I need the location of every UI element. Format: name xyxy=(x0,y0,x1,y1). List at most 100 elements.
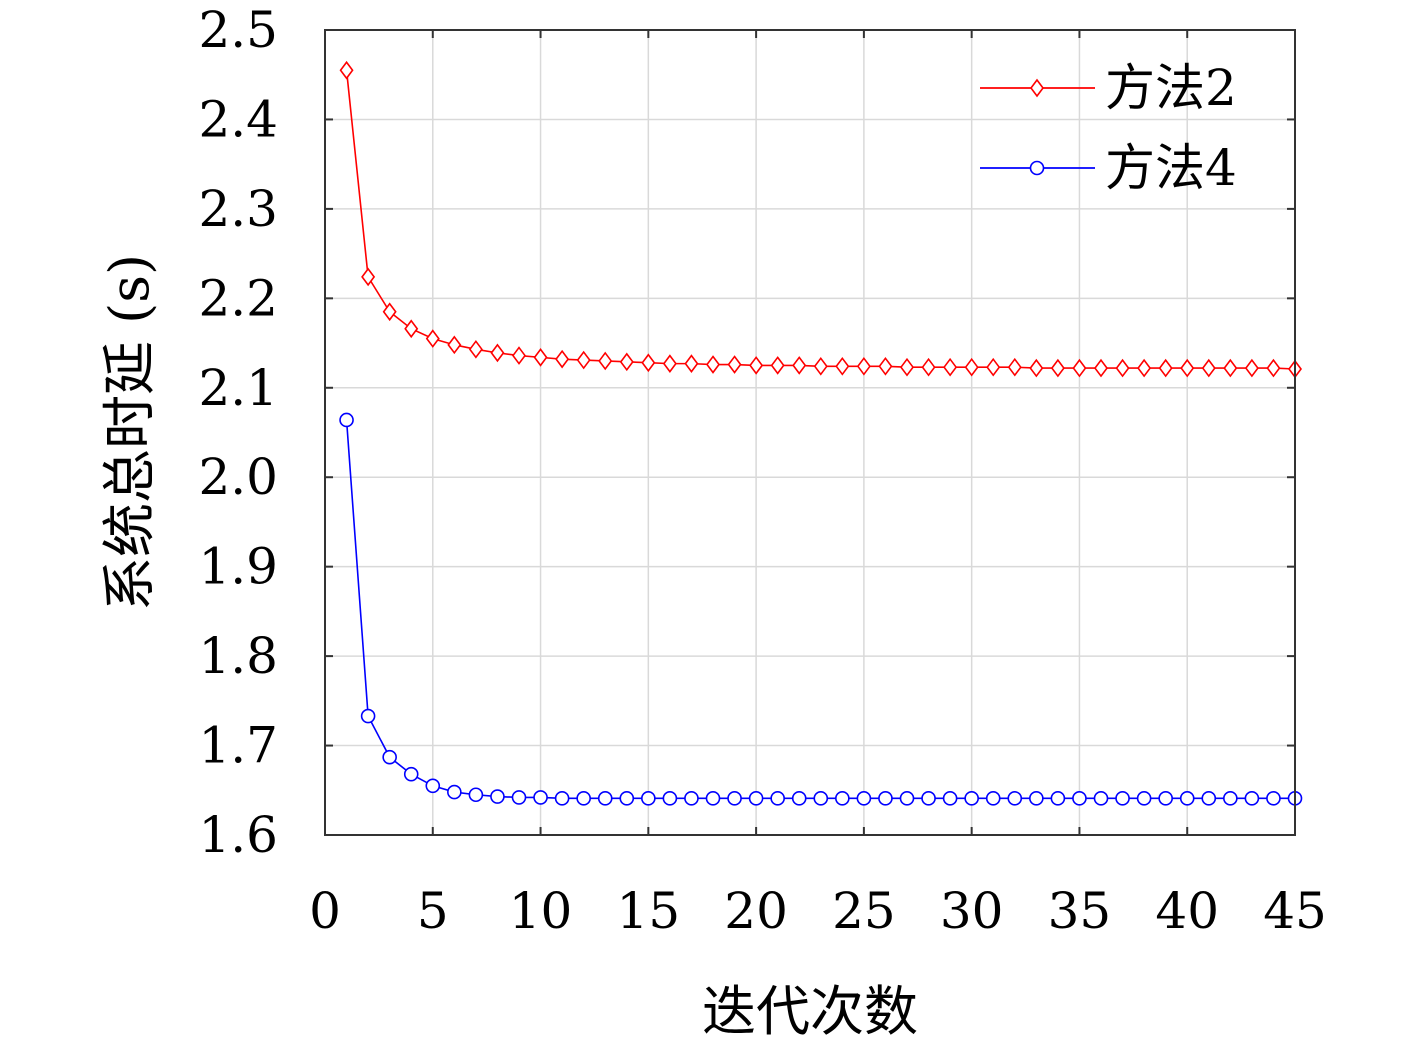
data-point-circle xyxy=(662,791,678,806)
data-point-circle xyxy=(1136,791,1152,806)
data-point-circle xyxy=(856,791,872,806)
y-tick-label: 1.6 xyxy=(198,806,278,864)
data-point-diamond xyxy=(382,302,397,322)
x-axis-title: 迭代次数 xyxy=(702,980,918,1043)
data-point-circle xyxy=(1158,791,1173,806)
x-tick-label: 0 xyxy=(309,882,341,940)
legend-item: 方法4 xyxy=(980,139,1237,197)
y-tick-label: 2.4 xyxy=(198,90,278,148)
x-tick-label: 30 xyxy=(940,882,1004,940)
data-point-circle xyxy=(1072,791,1087,806)
data-point-circle xyxy=(425,778,441,794)
y-tick-label: 1.7 xyxy=(198,717,278,775)
data-point-diamond xyxy=(1072,358,1087,378)
series-1 xyxy=(339,60,1302,379)
y-tick-label: 1.8 xyxy=(198,627,278,685)
data-point-circle xyxy=(1029,791,1044,806)
x-tick-label: 35 xyxy=(1048,882,1112,940)
data-point-diamond xyxy=(1029,358,1044,378)
data-point-diamond xyxy=(1266,358,1281,378)
data-point-diamond xyxy=(964,357,979,377)
data-point-diamond xyxy=(619,352,634,372)
data-point-diamond xyxy=(1115,358,1130,378)
data-point-diamond xyxy=(576,350,591,370)
data-point-diamond xyxy=(921,357,936,377)
data-point-diamond xyxy=(361,267,376,287)
legend-item: 方法2 xyxy=(980,59,1237,117)
legend-label: 方法2 xyxy=(1105,59,1237,117)
data-point-diamond xyxy=(641,353,656,373)
data-point-diamond xyxy=(1050,358,1065,378)
data-point-diamond xyxy=(1244,358,1259,378)
legend-marker-circle xyxy=(1029,160,1045,176)
legend-marker-diamond xyxy=(1030,78,1044,98)
data-point-circle xyxy=(1093,791,1109,806)
data-point-circle xyxy=(403,766,419,782)
x-tick-label: 20 xyxy=(724,882,788,940)
data-point-circle xyxy=(705,791,721,806)
data-point-diamond xyxy=(425,329,440,348)
data-point-circle xyxy=(490,789,505,804)
data-point-diamond xyxy=(1158,358,1173,378)
data-point-diamond xyxy=(684,354,699,373)
data-point-diamond xyxy=(1180,358,1195,378)
data-point-diamond xyxy=(555,349,570,369)
data-point-diamond xyxy=(878,356,893,376)
data-point-circle xyxy=(382,749,397,765)
data-point-diamond xyxy=(512,346,526,365)
data-point-circle xyxy=(985,791,1001,806)
data-point-diamond xyxy=(1007,357,1022,377)
data-point-diamond xyxy=(533,348,548,367)
data-point-circle xyxy=(921,791,936,806)
data-point-diamond xyxy=(727,355,742,374)
x-tick-label: 10 xyxy=(509,882,573,940)
data-point-diamond xyxy=(900,357,914,377)
data-point-diamond xyxy=(598,351,613,371)
data-point-circle xyxy=(360,708,376,724)
data-point-circle xyxy=(597,791,613,806)
data-point-diamond xyxy=(1094,358,1108,378)
data-point-circle xyxy=(339,412,354,428)
series-2 xyxy=(339,412,1303,806)
data-point-circle xyxy=(1266,791,1281,806)
data-point-diamond xyxy=(468,339,483,359)
plot-frame xyxy=(324,29,1296,836)
data-point-diamond xyxy=(1137,358,1152,378)
y-tick-label: 1.9 xyxy=(198,538,278,596)
data-point-diamond xyxy=(706,355,720,374)
x-tick-label: 15 xyxy=(617,882,681,940)
y-tick-label: 2.0 xyxy=(198,448,278,506)
data-point-diamond xyxy=(404,319,419,339)
data-point-diamond xyxy=(813,356,828,376)
data-point-circle xyxy=(727,791,742,806)
x-tick-label: 40 xyxy=(1155,882,1219,940)
data-point-circle xyxy=(511,790,527,805)
y-tick-label: 2.3 xyxy=(198,180,278,238)
data-point-diamond xyxy=(490,343,505,363)
y-axis-title: 系统总时延 (s) xyxy=(98,254,161,611)
y-tick-label: 2.1 xyxy=(198,359,278,417)
data-point-circle xyxy=(1223,791,1238,806)
data-point-diamond xyxy=(943,357,958,377)
data-point-circle xyxy=(835,791,850,806)
data-point-diamond xyxy=(662,354,677,373)
data-point-circle xyxy=(554,791,570,806)
axis-ticks: 0 5 10 15 20 25 30 35 40 45 1.6 1.7 1.8 1.9 2.0 2.1 2.2 2… xyxy=(198,1,1326,940)
data-point-diamond xyxy=(770,356,785,375)
x-tick-label: 5 xyxy=(417,882,449,940)
data-point-circle xyxy=(641,791,656,806)
data-point-circle xyxy=(1179,791,1195,806)
x-tick-label: 45 xyxy=(1263,882,1327,940)
data-point-diamond xyxy=(856,356,871,376)
data-point-circle xyxy=(1007,791,1023,806)
y-tick-label: 2.5 xyxy=(198,1,278,59)
data-point-circle xyxy=(791,791,807,806)
data-point-circle xyxy=(533,790,548,805)
legend-label: 方法4 xyxy=(1105,139,1237,197)
data-point-circle xyxy=(748,791,764,806)
data-point-circle xyxy=(619,791,635,806)
data-point-circle xyxy=(1115,791,1130,806)
data-point-diamond xyxy=(447,335,462,355)
data-point-circle xyxy=(468,787,484,803)
